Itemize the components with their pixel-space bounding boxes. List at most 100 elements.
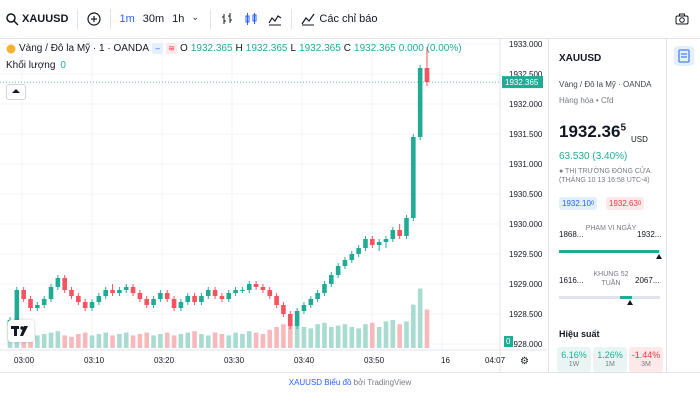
candle-body	[14, 290, 20, 320]
volume-bar	[260, 334, 266, 348]
volume-bar	[96, 334, 102, 348]
volume-bar	[342, 324, 348, 348]
w52-low: 1616...	[559, 276, 584, 285]
by-tradingview: bởi TradingView	[353, 378, 412, 387]
perf-value: 1.26%	[597, 350, 623, 360]
symbol-name: XAUUSD	[22, 13, 69, 25]
symbol-search[interactable]: XAUUSD	[0, 0, 73, 38]
volume-bar	[246, 331, 252, 348]
volume-bar	[356, 328, 361, 348]
bid-price: 1932.10 0	[559, 197, 598, 210]
volume-bar	[35, 335, 40, 348]
volume-bar	[158, 334, 163, 348]
day-range-fill	[559, 250, 659, 253]
candle-style-button[interactable]	[239, 0, 263, 38]
indicators-button[interactable]: Các chỉ báo	[296, 0, 382, 38]
candle-body	[62, 278, 67, 290]
candle-body	[424, 68, 430, 83]
collapse-legend-button[interactable]	[6, 84, 26, 100]
time-tick: 04:07	[485, 356, 506, 365]
candle-body	[281, 305, 286, 314]
details-toggle-button[interactable]	[674, 46, 694, 66]
volume-bar	[240, 334, 245, 348]
currency: USD	[631, 135, 648, 144]
time-tick: 03:00	[14, 356, 35, 365]
indicators-icon	[301, 13, 315, 26]
candle-body	[335, 266, 341, 275]
candle-body	[69, 290, 74, 296]
volume-bar	[144, 332, 150, 348]
volume-bar	[301, 327, 307, 348]
camera-button[interactable]	[670, 0, 694, 38]
candle-body	[144, 299, 150, 305]
volume-tag-label: 0	[506, 337, 511, 346]
volume-bar	[287, 321, 293, 348]
time-tick: 16	[441, 356, 450, 365]
time-tick: 03:10	[84, 356, 105, 365]
volume-bar	[199, 334, 204, 348]
volume-bar	[233, 332, 238, 348]
volume-bar	[363, 324, 368, 348]
candle-body	[253, 284, 259, 287]
w52-range-fill	[619, 296, 632, 299]
day-range-bar	[559, 250, 660, 253]
price-tick: 1932.000	[509, 100, 543, 109]
right-sidebar	[666, 38, 700, 372]
volume-bar	[110, 335, 115, 348]
timeframe-30m[interactable]: 30m	[142, 13, 165, 25]
candle-body	[130, 287, 136, 293]
candle-body	[417, 68, 423, 137]
candle-body	[89, 302, 95, 308]
volume-bar	[335, 325, 341, 348]
candle-body	[390, 230, 396, 239]
candle-body	[164, 293, 170, 299]
area-style-button[interactable]	[263, 0, 287, 38]
candle-body	[349, 254, 355, 260]
candle-body	[171, 299, 177, 308]
candle-body	[41, 299, 47, 305]
candle-body	[246, 284, 252, 290]
settings-badge-icon[interactable]: ≋	[166, 43, 178, 54]
high-key: H	[235, 43, 243, 54]
price-sup: 5	[620, 122, 627, 134]
candle-body	[267, 290, 273, 296]
perf-1m[interactable]: 1.26% 1M	[593, 347, 627, 372]
compare-button[interactable]	[82, 0, 106, 38]
divider	[77, 9, 79, 29]
bar-chart-icon	[222, 13, 233, 24]
day-low: 1868...	[559, 230, 584, 239]
bar-style-button[interactable]	[215, 0, 239, 38]
timeframe-dropdown[interactable]	[188, 0, 206, 38]
chart-pane[interactable]: 1933.000 1932.500 1932.000 1931.500 1931.000…	[0, 38, 547, 372]
close-key: C	[343, 43, 352, 54]
perf-3m[interactable]: -1.44% 3M	[629, 347, 663, 372]
tradingview-logo[interactable]	[8, 320, 34, 342]
candle-body	[260, 287, 266, 290]
panel-category: Hàng hóa • Cfd	[559, 96, 614, 105]
indicators-label: Các chỉ báo	[319, 13, 378, 25]
volume-bar	[274, 327, 279, 348]
perf-1w[interactable]: 6.16% 1W	[557, 347, 591, 372]
candle-body	[192, 296, 197, 302]
candle-body	[274, 296, 279, 305]
chart-link[interactable]: XAUUSD Biểu đồ	[288, 378, 352, 387]
volume-bar	[123, 332, 129, 348]
divider	[210, 9, 212, 29]
gold-symbol-icon	[6, 44, 16, 53]
panel-subtitle[interactable]: Vàng / Đô la Mỹ · OANDA	[559, 80, 652, 89]
gear-icon[interactable]: ⚙	[520, 356, 529, 367]
volume-bar	[130, 335, 136, 348]
volume-bar	[212, 332, 218, 348]
candlestick-chart[interactable]: 1933.000 1932.500 1932.000 1931.500 1931.000…	[0, 38, 547, 372]
close-value: 1932.365	[354, 43, 396, 54]
candle-body	[151, 299, 156, 305]
attribution-footer: XAUUSD Biểu đồ bởi TradingView	[0, 373, 700, 400]
timeframe-1h[interactable]: 1h	[172, 13, 185, 25]
day-high: 1932...	[637, 230, 662, 239]
current-price-label: 1932.365	[505, 78, 539, 87]
day-range-label: PHẠM VI NGÀY	[585, 225, 637, 232]
perf-label: 3M	[641, 361, 651, 368]
plus-circle-icon	[87, 12, 102, 26]
timeframe-1m[interactable]: 1m	[119, 13, 135, 25]
hide-icon[interactable]: –	[152, 43, 164, 54]
